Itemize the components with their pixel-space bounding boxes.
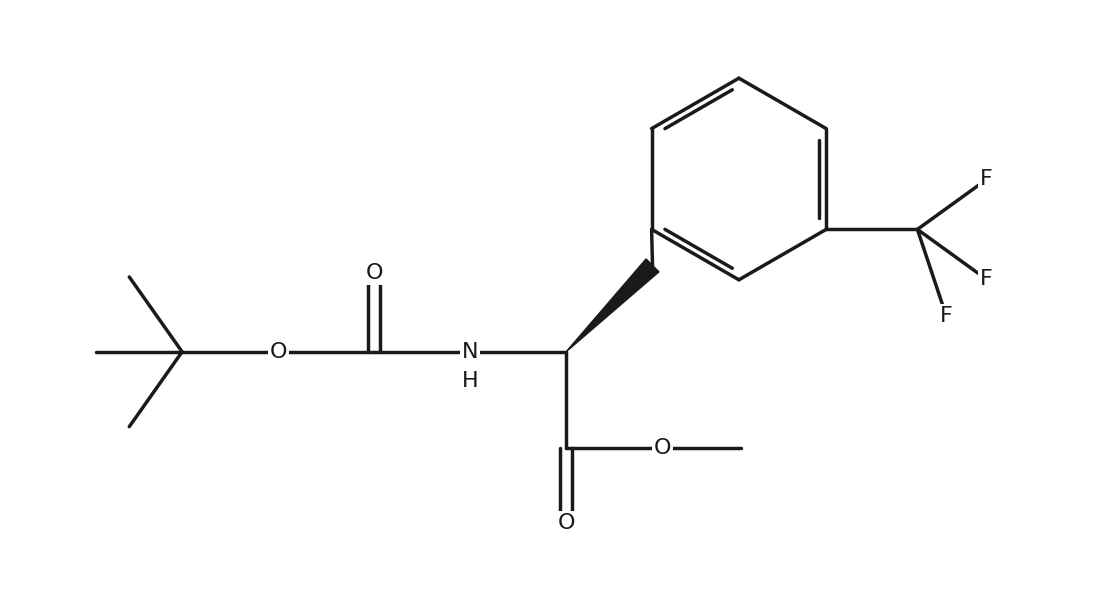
Text: O: O <box>365 263 383 283</box>
Text: F: F <box>981 269 993 289</box>
Text: F: F <box>939 306 953 326</box>
Text: N: N <box>462 342 479 362</box>
Text: O: O <box>558 512 574 533</box>
Text: N: N <box>462 342 479 362</box>
Text: O: O <box>269 342 287 362</box>
Text: F: F <box>981 169 993 190</box>
Text: O: O <box>653 438 671 458</box>
Text: H: H <box>462 371 479 390</box>
Polygon shape <box>567 259 659 352</box>
